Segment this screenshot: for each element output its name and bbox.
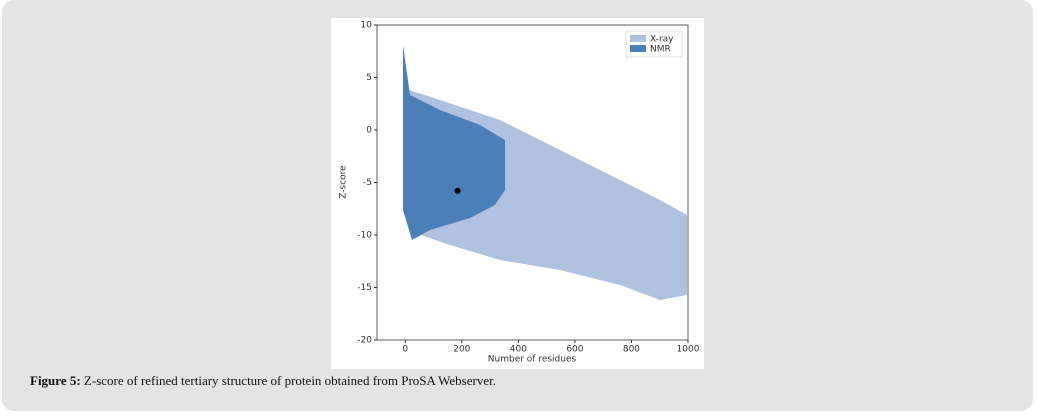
y-tick-label: -5 (363, 178, 372, 188)
caption: Figure 5: Z-score of refined tertiary st… (30, 373, 496, 388)
y-tick-label: -20 (357, 336, 372, 346)
x-tick-label: 600 (566, 345, 583, 355)
caption-text: Z-score of refined tertiary structure of… (81, 373, 496, 388)
x-tick-label: 400 (510, 345, 527, 355)
x-tick-label: 1000 (677, 345, 700, 355)
nmr-cloud (403, 45, 505, 240)
y-tick-label: 0 (366, 126, 372, 136)
caption-label: Figure 5: (30, 373, 81, 388)
legend-label: X-ray (650, 35, 674, 45)
x-axis-label: Number of residues (488, 355, 577, 365)
point-clouds (403, 45, 687, 300)
legend-label: NMR (650, 45, 671, 55)
legend-swatch (630, 35, 646, 42)
point (454, 187, 461, 194)
y-tick-label: -10 (357, 231, 372, 241)
x-tick-label: 0 (402, 345, 408, 355)
y-tick-label: -15 (357, 283, 372, 293)
y-tick-label: 10 (361, 21, 373, 31)
legend-swatch (630, 45, 646, 52)
x-tick-label: 200 (453, 345, 470, 355)
y-axis-label: Z-score (339, 165, 349, 199)
y-tick-label: 5 (366, 73, 372, 83)
x-tick-label: 800 (623, 345, 640, 355)
